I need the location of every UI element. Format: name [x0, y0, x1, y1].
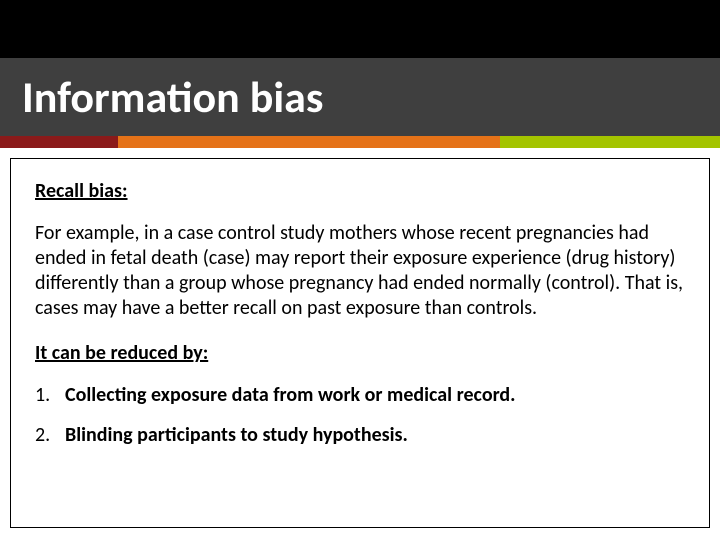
list-number: 2.: [35, 423, 53, 447]
accent-color-bar: [0, 136, 720, 148]
bar-segment-green: [500, 136, 720, 148]
list-item: 1. Collecting exposure data from work or…: [35, 383, 685, 407]
header-main-bar: Information bias: [0, 58, 720, 136]
list-number: 1.: [35, 383, 53, 407]
bar-segment-orange: [118, 136, 500, 148]
bar-segment-red: [0, 136, 118, 148]
list-text: Blinding participants to study hypothesi…: [65, 423, 408, 447]
body-paragraph: For example, in a case control study mot…: [35, 221, 685, 321]
sub-heading: Recall bias:: [35, 179, 685, 203]
slide-title: Information bias: [22, 70, 323, 124]
reduction-heading: It can be reduced by:: [35, 341, 685, 365]
content-box: Recall bias: For example, in a case cont…: [10, 158, 710, 528]
list-item: 2. Blinding participants to study hypoth…: [35, 423, 685, 447]
header-top-bar: [0, 0, 720, 58]
list-text: Collecting exposure data from work or me…: [65, 383, 516, 407]
